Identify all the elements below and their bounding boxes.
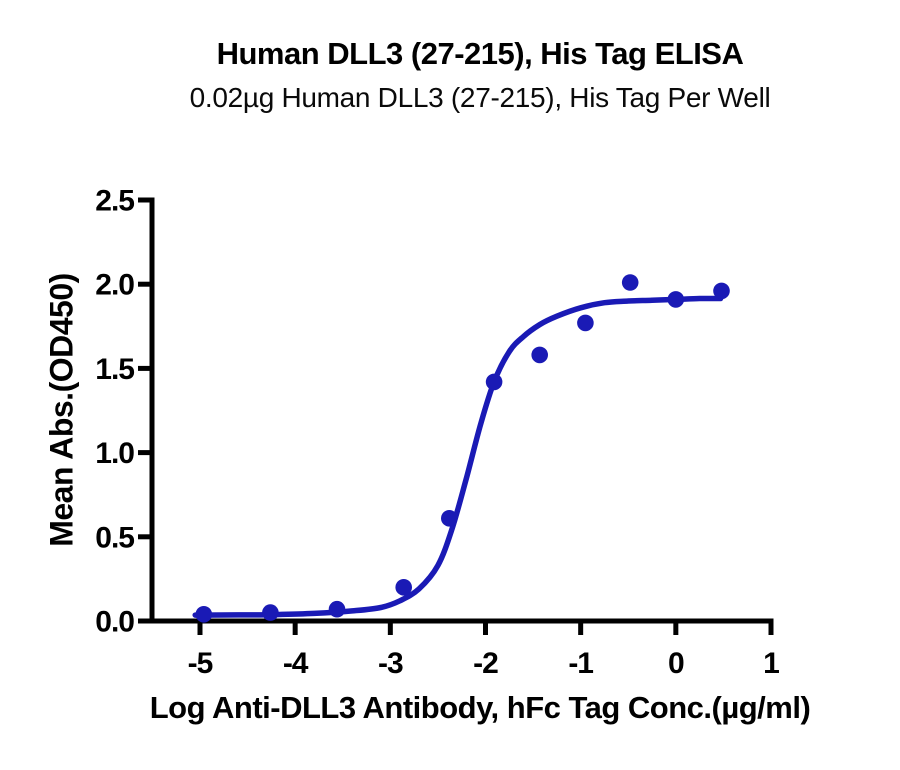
x-tick-label: -3 <box>378 647 403 680</box>
data-point <box>667 291 685 308</box>
x-tick-label: -4 <box>283 647 309 680</box>
data-point <box>441 510 458 527</box>
x-tick-label: 0 <box>668 647 684 680</box>
x-tick-label: -5 <box>188 647 213 680</box>
data-point <box>195 606 213 623</box>
data-point <box>577 314 594 332</box>
data-point <box>485 373 503 391</box>
data-point <box>262 604 279 621</box>
chart-title: Human DLL3 (27-215), His Tag ELISA <box>216 36 744 71</box>
x-axis-label: Log Anti-DLL3 Antibody, hFc Tag Conc.(µg… <box>149 690 811 725</box>
data-point <box>713 282 730 300</box>
data-point <box>531 346 548 364</box>
data-point <box>621 274 639 291</box>
y-tick-label: 1.0 <box>95 437 134 470</box>
y-tick-label: 0.0 <box>95 606 134 639</box>
y-tick-label: 2.5 <box>95 185 134 218</box>
fit-curve <box>192 295 724 618</box>
axes-spine <box>149 197 774 624</box>
x-tick-label: -1 <box>568 647 593 680</box>
y-tick-label: 0.5 <box>95 521 134 554</box>
data-point <box>328 600 346 618</box>
data-point <box>395 579 413 596</box>
y-tick-label: 1.5 <box>95 353 134 386</box>
x-tick-label: -2 <box>473 647 498 680</box>
chart-subtitle: 0.02µg Human DLL3 (27-215), His Tag Per … <box>189 82 771 113</box>
y-tick-label: 2.0 <box>95 269 134 302</box>
x-tick-label: 1 <box>763 647 779 680</box>
